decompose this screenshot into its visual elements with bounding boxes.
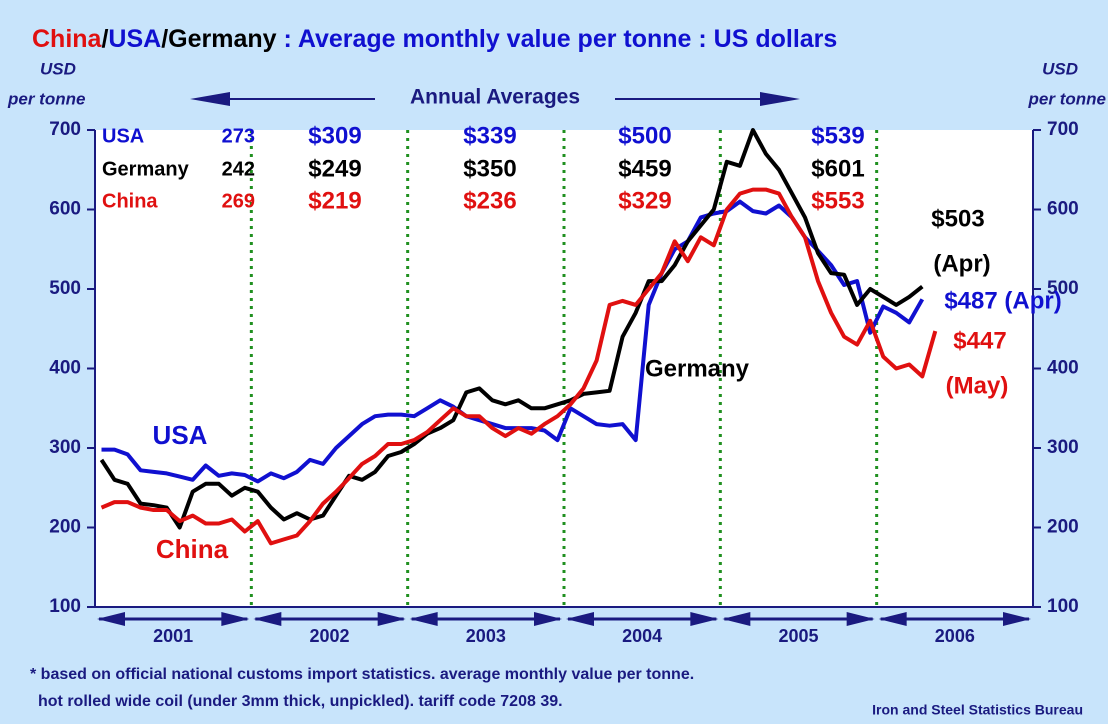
y2-tick-label: 600 bbox=[1047, 199, 1079, 220]
average-value: 273 bbox=[222, 125, 255, 147]
average-value: $459 bbox=[618, 155, 671, 182]
x-tick-label: 2003 bbox=[466, 626, 506, 646]
annotation: $447 bbox=[953, 327, 1006, 354]
x-tick-label: 2005 bbox=[778, 626, 818, 646]
y-tick-label: 200 bbox=[49, 517, 81, 538]
series-line bbox=[101, 199, 925, 484]
average-row-name: Germany bbox=[102, 158, 190, 180]
x-tick-label: 2002 bbox=[309, 626, 349, 646]
annual-averages-header: Annual Averages bbox=[410, 86, 580, 109]
series-line bbox=[99, 128, 924, 530]
year-band-arrow bbox=[534, 612, 562, 626]
y-tick-label: 400 bbox=[49, 358, 81, 379]
y-tick-label: 700 bbox=[49, 119, 81, 140]
average-value: $601 bbox=[811, 155, 864, 182]
annotation: Germany bbox=[645, 355, 750, 382]
annotation: (May) bbox=[946, 372, 1009, 399]
annotation: China bbox=[156, 534, 229, 564]
average-value: $309 bbox=[308, 122, 361, 149]
y2-tick-label: 300 bbox=[1047, 437, 1079, 458]
y-axis-label: USD bbox=[40, 59, 76, 78]
annotation: USA bbox=[153, 420, 208, 450]
average-value: $339 bbox=[463, 122, 516, 149]
year-band-arrow bbox=[97, 612, 125, 626]
header-arrow-head bbox=[760, 92, 800, 106]
year-band-arrow bbox=[1003, 612, 1031, 626]
title-part: / bbox=[101, 25, 108, 53]
annotation: $487 (Apr) bbox=[944, 287, 1061, 314]
average-value: $350 bbox=[463, 155, 516, 182]
average-value: $236 bbox=[463, 187, 516, 214]
average-row-name: China bbox=[102, 190, 158, 212]
year-band-arrow bbox=[377, 612, 406, 626]
source: Iron and Steel Statistics Bureau bbox=[872, 702, 1083, 718]
average-value: $329 bbox=[618, 187, 671, 214]
average-value: $553 bbox=[811, 187, 864, 214]
average-value: $539 bbox=[811, 122, 864, 149]
y-axis-label: per tonne bbox=[7, 89, 85, 108]
x-tick-label: 2004 bbox=[622, 626, 662, 646]
title-part: / bbox=[161, 25, 168, 53]
y2-axis-label: USD bbox=[1042, 59, 1078, 78]
year-band-arrow bbox=[221, 612, 250, 626]
year-band-arrow bbox=[878, 612, 907, 626]
title-part: : Average monthly value per tonne : US d… bbox=[277, 25, 838, 53]
y-tick-label: 500 bbox=[49, 278, 81, 299]
y-tick-label: 300 bbox=[49, 437, 81, 458]
title-part: USA bbox=[108, 25, 161, 53]
annotation: $503 bbox=[931, 205, 984, 232]
y2-axis-label: per tonne bbox=[1028, 89, 1106, 108]
year-band-arrow bbox=[846, 612, 875, 626]
year-band-arrow bbox=[566, 612, 594, 626]
average-value: 242 bbox=[222, 158, 255, 180]
average-value: 269 bbox=[222, 190, 255, 212]
annotation: (Apr) bbox=[933, 250, 990, 277]
year-band-arrow bbox=[409, 612, 438, 626]
chart-title: China/USA/Germany : Average monthly valu… bbox=[32, 25, 837, 53]
title-part: Germany bbox=[168, 25, 276, 53]
y2-tick-label: 700 bbox=[1047, 119, 1079, 140]
y-tick-label: 100 bbox=[49, 596, 81, 617]
footnote: * based on official national customs imp… bbox=[30, 666, 694, 683]
y2-tick-label: 400 bbox=[1047, 358, 1079, 379]
x-tick-label: 2001 bbox=[153, 626, 193, 646]
y2-tick-label: 500 bbox=[1047, 278, 1079, 299]
average-value: $500 bbox=[618, 122, 671, 149]
y-tick-label: 600 bbox=[49, 199, 81, 220]
average-value: $249 bbox=[308, 155, 361, 182]
average-value: $219 bbox=[308, 187, 361, 214]
average-row-name: USA bbox=[102, 125, 144, 147]
year-band-arrow bbox=[690, 612, 719, 626]
footnote: hot rolled wide coil (under 3mm thick, u… bbox=[38, 693, 563, 710]
series-line bbox=[100, 187, 938, 546]
y2-tick-label: 100 bbox=[1047, 596, 1079, 617]
x-tick-label: 2006 bbox=[935, 626, 975, 646]
title-part: China bbox=[32, 25, 103, 53]
year-band-arrow bbox=[722, 612, 751, 626]
y2-tick-label: 200 bbox=[1047, 517, 1079, 538]
header-arrow-head bbox=[190, 92, 230, 106]
year-band-arrow bbox=[253, 612, 282, 626]
